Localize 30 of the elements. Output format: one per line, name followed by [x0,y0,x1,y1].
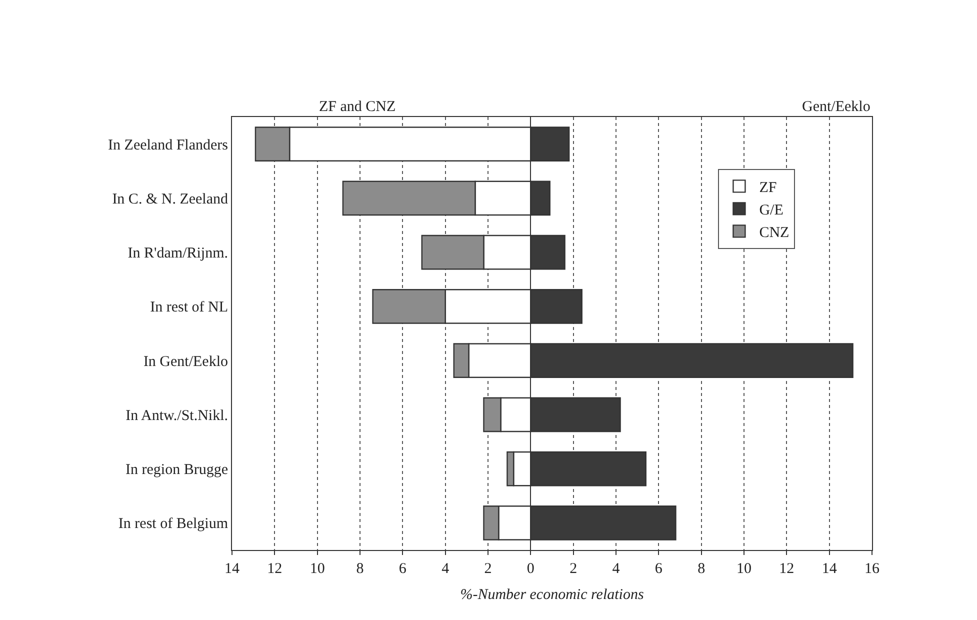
text: ZF and CNZ [319,99,396,115]
y-tick-label: In Gent/Eeklo [143,354,228,370]
x-tick-label: 2 [484,561,492,577]
x-tick-label: 14 [224,561,240,577]
legend-label: G/E [759,202,784,219]
x-tick-label: 2 [570,561,578,577]
x-axis-title: %-Number economic relations [460,587,644,603]
x-tick-label: 8 [698,561,706,577]
x-tick-label: 6 [654,561,663,577]
x-tick-label: 6 [398,561,407,577]
x-tick-label: 16 [864,561,880,577]
y-tick-label: In rest of Belgium [118,516,228,532]
x-tick-label: 10 [310,561,325,577]
x-tick-label: 10 [736,561,752,577]
legend-label: ZF [759,180,777,196]
x-tick-label: 12 [267,561,282,577]
x-tick-label: 4 [442,561,450,577]
x-tick-label: 0 [526,561,534,577]
x-tick-label: 4 [612,561,620,577]
x-tick-label: 14 [822,561,838,577]
legend-label: CNZ [759,225,790,242]
y-tick-label: In Zeeland Flanders [108,137,228,154]
y-tick-label: In Antw./St.Nikl. [126,408,228,424]
x-tick-label: 8 [356,561,364,577]
y-tick-label: In R'dam/Rijnm. [128,246,228,262]
y-tick-label: In rest of NL [150,300,228,316]
text: Gent/Eeklo [802,99,870,115]
y-tick-label: In C. & N. Zeeland [112,191,228,208]
x-tick-label: 12 [779,561,794,577]
y-tick-label: In region Brugge [126,462,228,478]
